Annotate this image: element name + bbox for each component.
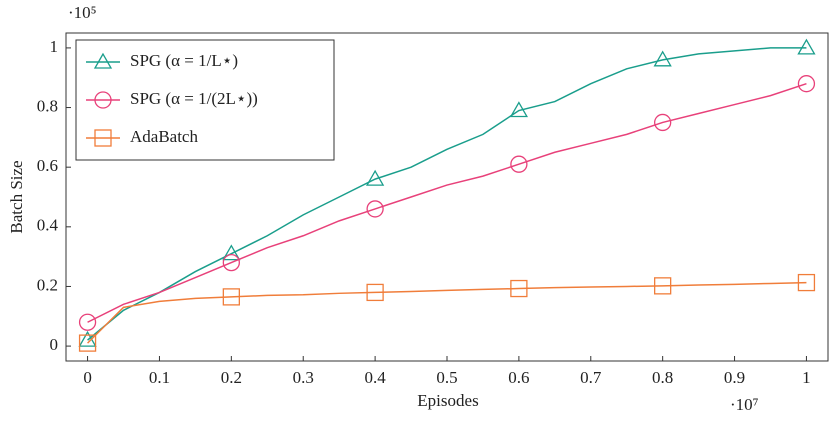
marker xyxy=(366,200,384,218)
x-scale-label: ·10⁷ xyxy=(730,395,759,414)
x-tick-label: 0.1 xyxy=(149,368,170,387)
x-tick-label: 0 xyxy=(83,368,92,387)
legend-label: SPG (α = 1/L⋆) xyxy=(130,51,238,70)
y-axis-label: Batch Size xyxy=(7,160,26,233)
marker xyxy=(509,101,529,118)
marker xyxy=(222,288,240,306)
x-tick-label: 0.6 xyxy=(508,368,529,387)
series-line xyxy=(87,47,807,341)
marker xyxy=(94,129,112,147)
marker xyxy=(510,155,528,173)
y-tick-label: 0.8 xyxy=(37,96,58,115)
x-tick-label: 0.2 xyxy=(221,368,242,387)
marker xyxy=(797,273,816,292)
marker xyxy=(222,244,241,261)
y-tick-label: 0.2 xyxy=(37,275,58,294)
x-tick-label: 0.3 xyxy=(293,368,314,387)
y-tick-label: 0.4 xyxy=(37,216,59,235)
marker xyxy=(365,169,385,186)
marker xyxy=(94,91,112,109)
y-tick-label: 0.6 xyxy=(37,156,58,175)
marker xyxy=(366,283,384,302)
series-line xyxy=(87,82,807,323)
marker xyxy=(654,113,672,132)
x-tick-label: 0.7 xyxy=(580,368,602,387)
marker xyxy=(78,330,97,347)
marker xyxy=(653,50,672,67)
legend-label: SPG (α = 1/(2L⋆)) xyxy=(130,89,258,108)
marker xyxy=(797,75,816,93)
legend-label: AdaBatch xyxy=(130,127,198,146)
marker xyxy=(222,253,240,272)
x-tick-label: 0.4 xyxy=(364,368,386,387)
y-scale-label: ·10⁵ xyxy=(68,3,97,22)
marker xyxy=(510,279,528,298)
marker xyxy=(93,52,113,69)
x-tick-label: 0.8 xyxy=(652,368,673,387)
y-tick-label: 0 xyxy=(50,335,59,354)
marker xyxy=(78,313,97,331)
marker xyxy=(797,38,816,55)
marker xyxy=(78,334,97,352)
x-tick-label: 0.5 xyxy=(436,368,457,387)
x-axis-label: Episodes xyxy=(417,391,478,410)
marker xyxy=(654,277,672,295)
y-tick-label: 1 xyxy=(50,37,59,56)
x-tick-label: 1 xyxy=(802,368,811,387)
series-line xyxy=(87,281,807,344)
x-tick-label: 0.9 xyxy=(724,368,745,387)
